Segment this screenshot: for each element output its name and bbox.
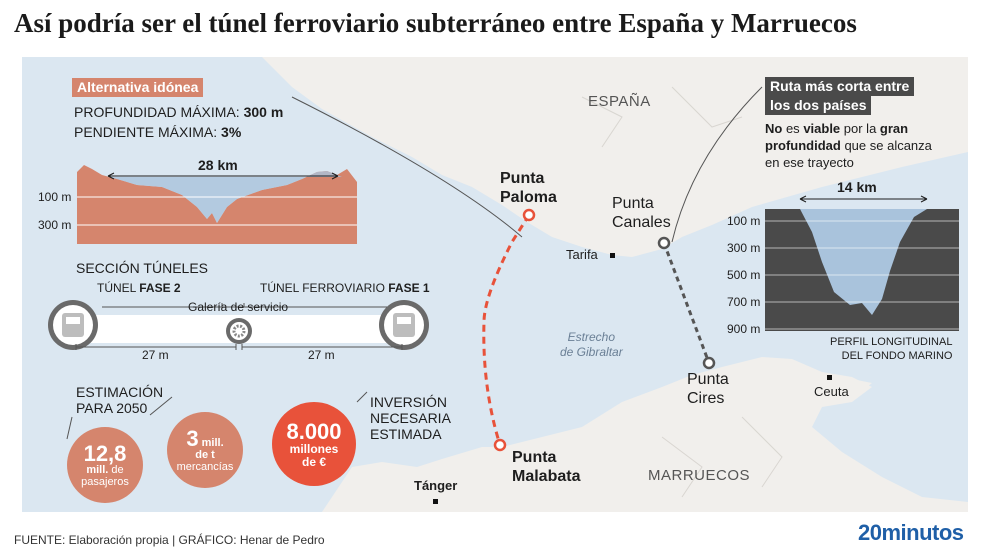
tunnel-section-title: SECCIÓN TÚNELES	[76, 260, 208, 276]
tunnel-distance-left: 27 m	[142, 348, 169, 362]
punta-canales-label: Punta Canales	[612, 195, 671, 231]
ideal-alternative-tag: Alternativa idónea	[72, 78, 204, 97]
source-footer: FUENTE: Elaboración propia | GRÁFICO: He…	[14, 533, 325, 547]
profile-chart-left	[77, 165, 357, 244]
ceuta-label: Ceuta	[814, 384, 849, 399]
seabed-profile-caption: PERFIL LONGITUDINAL DEL FONDO MARINO	[830, 336, 953, 362]
connector-left	[291, 96, 523, 238]
punta-cires-label: Punta Cires	[687, 371, 729, 407]
tanger-label: Tánger	[414, 478, 458, 493]
right-y-tick-700: 700 m	[727, 295, 761, 309]
right-distance-label: 14 km	[837, 179, 877, 195]
right-y-tick-100: 100 m	[727, 214, 761, 228]
estimate-label: ESTIMACIÓN PARA 2050	[76, 384, 164, 416]
tunnel-phase2-label: TÚNEL FASE 2	[97, 281, 181, 295]
page-title: Así podría ser el túnel ferroviario subt…	[14, 8, 857, 38]
strait-label: Estrecho de Gibraltar	[560, 330, 623, 359]
connector-right	[671, 86, 763, 243]
tunnel-section-diagram	[48, 300, 429, 350]
tunnel-phase1-label: TÚNEL FERROVIARIO FASE 1	[260, 281, 430, 295]
spain-label: ESPAÑA	[588, 93, 651, 110]
ceuta-land	[812, 377, 872, 397]
left-distance-label: 28 km	[198, 157, 238, 173]
punta-malabata-label: Punta Malabata	[512, 449, 581, 485]
shortest-route-tag: Ruta más corta entre los dos países	[765, 77, 915, 115]
tarifa-label: Tarifa	[566, 247, 598, 262]
tunnel-distance-right: 27 m	[308, 348, 335, 362]
investment-circle: 8.000 millones de €	[272, 402, 356, 486]
service-gallery-label: Galería de servicio	[188, 300, 289, 314]
max-depth: PROFUNDIDAD MÁXIMA: 300 m	[74, 104, 284, 120]
route-short	[662, 242, 711, 364]
left-y-tick-300: 300 m	[38, 218, 72, 232]
profile-chart-right	[765, 195, 959, 331]
brand-logo: 20minutos	[858, 520, 964, 545]
passengers-circle: 12,8 mill. de pasajeros	[67, 427, 143, 503]
infographic-map: Alternativa idónea PROFUNDIDAD MÁXIMA: 3…	[22, 57, 968, 512]
right-y-tick-900: 900 m	[727, 322, 761, 336]
left-y-tick-100: 100 m	[38, 190, 72, 204]
punta-paloma-label: Punta Paloma	[500, 170, 557, 206]
right-y-tick-500: 500 m	[727, 268, 761, 282]
freight-circle: 3 mill. de t mercancías	[167, 412, 243, 488]
not-viable-note: No es viable por la gran profundidad que…	[765, 121, 932, 170]
right-y-tick-300: 300 m	[727, 241, 761, 255]
max-slope: PENDIENTE MÁXIMA: 3%	[74, 124, 242, 140]
morocco-land	[322, 357, 968, 512]
morocco-label: MARRUECOS	[648, 467, 751, 484]
investment-label: INVERSIÓN NECESARIA ESTIMADA	[370, 394, 451, 442]
route-ideal	[482, 214, 531, 446]
